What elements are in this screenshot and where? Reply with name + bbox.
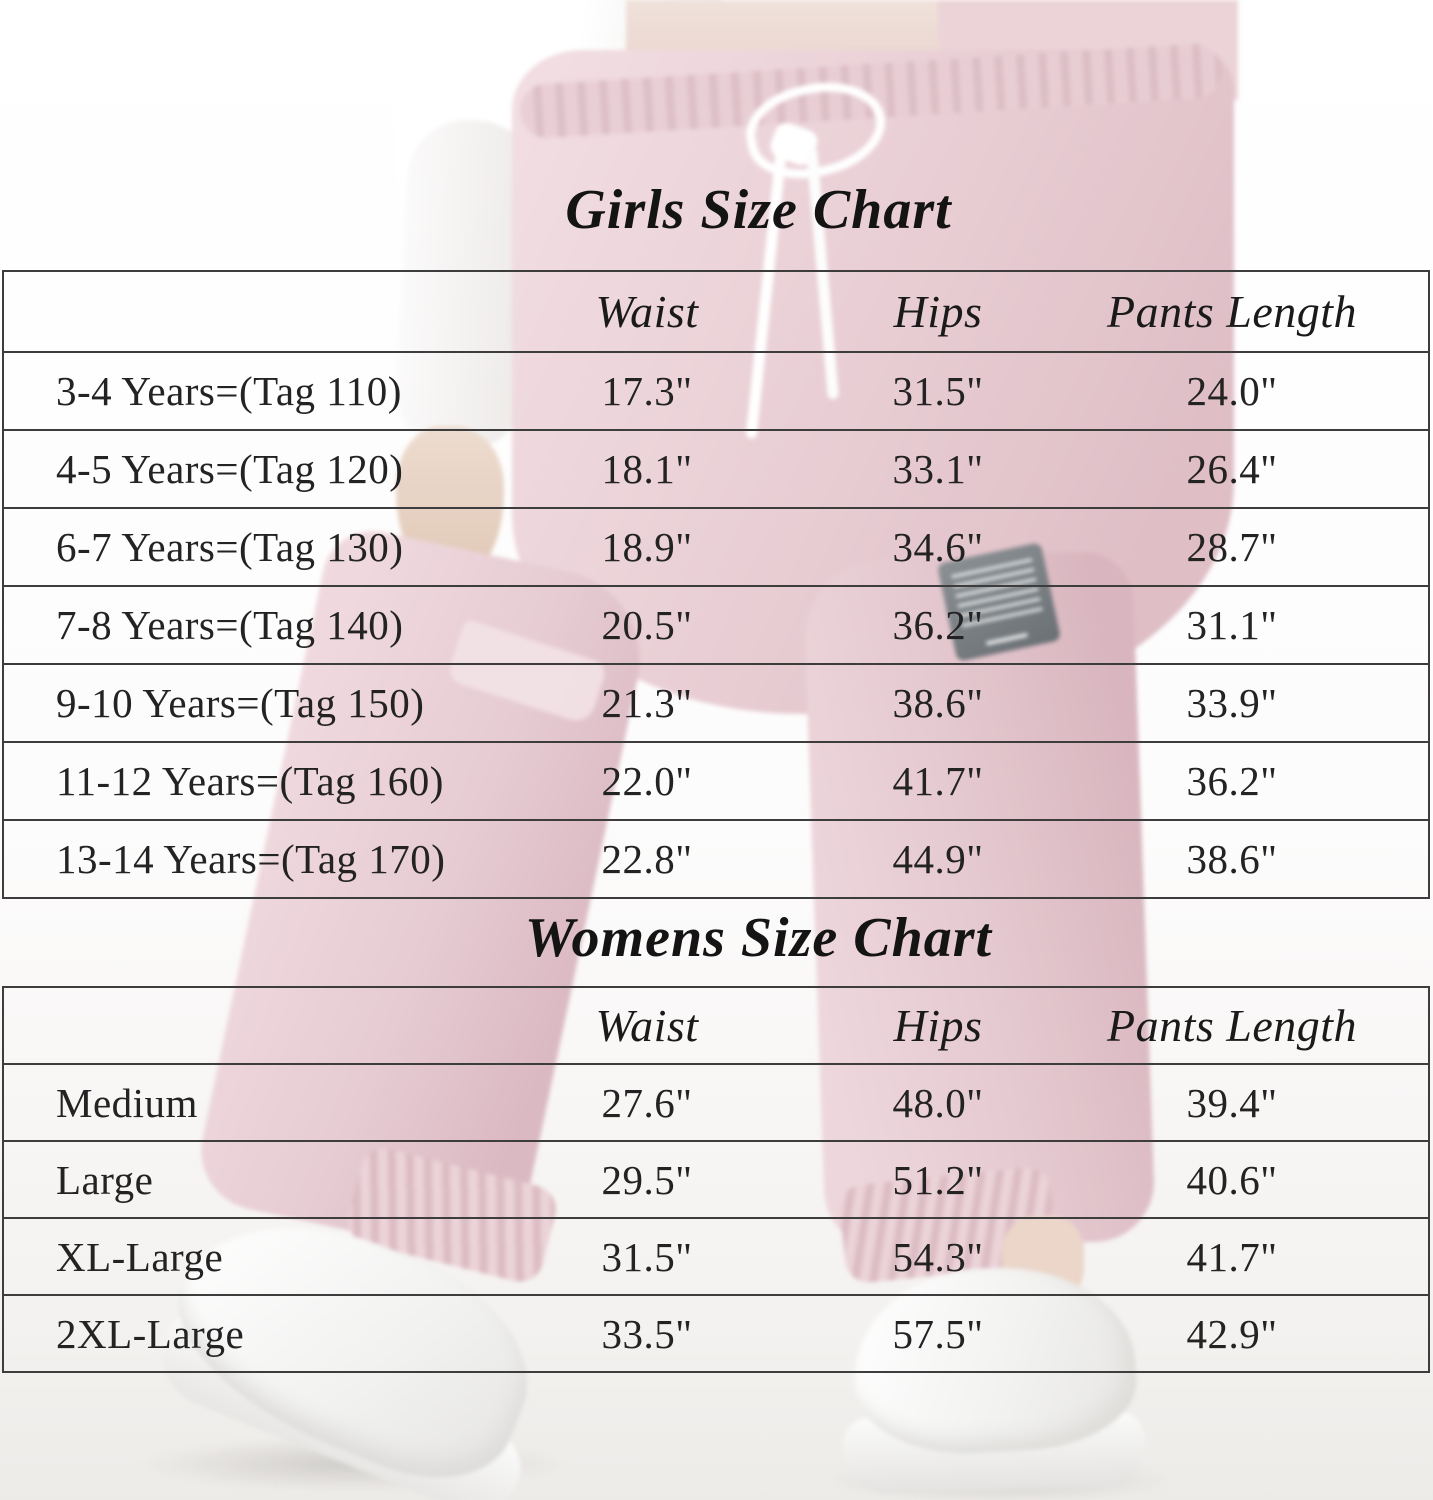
waist-value: 20.5" [601,602,693,648]
table-row: 9-10 Years=(Tag 150) 21.3" 38.6" 33.9" [4,665,1428,743]
table-row: 6-7 Years=(Tag 130) 18.9" 34.6" 28.7" [4,509,1428,587]
hips-value: 34.6" [892,524,984,570]
pants-length-value: 40.6" [1186,1156,1278,1203]
hips-header: Hips [893,286,983,337]
waist-value: 22.8" [601,836,693,882]
hips-header: Hips [893,1000,983,1051]
table-row: 2XL-Large 33.5" 57.5" 42.9" [4,1296,1428,1373]
table-row: 11-12 Years=(Tag 160) 22.0" 41.7" 36.2" [4,743,1428,821]
hips-value: 41.7" [892,758,984,804]
table-row: XL-Large 31.5" 54.3" 41.7" [4,1219,1428,1296]
table-row: 3-4 Years=(Tag 110) 17.3" 31.5" 24.0" [4,353,1428,431]
pants-length-value: 28.7" [1186,524,1278,570]
pants-length-value: 24.0" [1186,368,1278,414]
waist-value: 18.1" [601,446,693,492]
table-row: 4-5 Years=(Tag 120) 18.1" 33.1" 26.4" [4,431,1428,509]
size-label: 11-12 Years=(Tag 160) [56,758,444,804]
pants-length-value: 33.9" [1186,680,1278,726]
pants-length-value: 26.4" [1186,446,1278,492]
womens-header-row: Waist Hips Pants Length [4,988,1428,1065]
hips-value: 44.9" [892,836,984,882]
hips-value: 36.2" [892,602,984,648]
waist-value: 33.5" [601,1310,693,1357]
hips-value: 48.0" [892,1079,984,1126]
size-label: 6-7 Years=(Tag 130) [56,524,404,570]
waist-value: 17.3" [601,368,693,414]
waist-value: 18.9" [601,524,693,570]
waist-value: 22.0" [601,758,693,804]
hips-value: 51.2" [892,1156,984,1203]
pants-length-value: 42.9" [1186,1310,1278,1357]
size-label: 4-5 Years=(Tag 120) [56,446,404,492]
waist-header: Waist [595,1000,699,1051]
girls-chart-title: Girls Size Chart [565,179,952,241]
size-label: 13-14 Years=(Tag 170) [56,836,446,882]
table-row: Medium 27.6" 48.0" 39.4" [4,1065,1428,1142]
size-label: XL-Large [56,1233,224,1280]
girls-header-row: Waist Hips Pants Length [4,272,1428,353]
womens-size-table: Waist Hips Pants Length Medium 27.6" 48.… [2,986,1430,1373]
pants-length-value: 36.2" [1186,758,1278,804]
size-label: 9-10 Years=(Tag 150) [56,680,425,726]
size-label: 3-4 Years=(Tag 110) [56,368,402,414]
size-label: Medium [56,1079,198,1126]
hips-value: 33.1" [892,446,984,492]
pants-length-value: 31.1" [1186,602,1278,648]
pants-length-value: 41.7" [1186,1233,1278,1280]
size-label: 2XL-Large [56,1310,245,1357]
pants-length-header: Pants Length [1106,286,1358,337]
pants-length-value: 39.4" [1186,1079,1278,1126]
waist-value: 29.5" [601,1156,693,1203]
pants-length-value: 38.6" [1186,836,1278,882]
waist-value: 27.6" [601,1079,693,1126]
girls-size-table: Waist Hips Pants Length 3-4 Years=(Tag 1… [2,270,1430,899]
table-row: 13-14 Years=(Tag 170) 22.8" 44.9" 38.6" [4,821,1428,899]
waist-value: 31.5" [601,1233,693,1280]
pants-length-header: Pants Length [1106,1000,1358,1051]
waist-value: 21.3" [601,680,693,726]
table-row: 7-8 Years=(Tag 140) 20.5" 36.2" 31.1" [4,587,1428,665]
waist-header: Waist [595,286,699,337]
size-label: 7-8 Years=(Tag 140) [56,602,404,648]
hips-value: 54.3" [892,1233,984,1280]
hips-value: 31.5" [892,368,984,414]
hips-value: 38.6" [892,680,984,726]
hips-value: 57.5" [892,1310,984,1357]
size-label: Large [56,1156,154,1203]
table-row: Large 29.5" 51.2" 40.6" [4,1142,1428,1219]
womens-chart-title: Womens Size Chart [524,907,993,969]
